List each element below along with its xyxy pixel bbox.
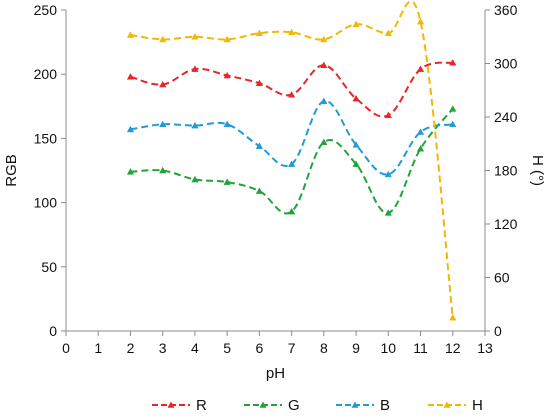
legend-item-h: H	[428, 397, 483, 414]
data-point-h	[384, 29, 392, 36]
data-point-r	[416, 65, 425, 72]
y-left-tick-label: 250	[34, 2, 58, 18]
data-point-g	[320, 138, 328, 146]
x-tick-label: 2	[127, 340, 135, 356]
data-point-b	[416, 128, 425, 135]
legend-swatch-marker	[167, 401, 175, 408]
y-right-tick-label: 60	[494, 270, 510, 286]
data-point-r	[159, 80, 167, 88]
data-point-r	[449, 58, 457, 66]
data-point-g	[191, 175, 199, 183]
series-layer	[126, 0, 457, 321]
data-point-b	[287, 160, 296, 167]
legend-swatch-marker	[259, 401, 267, 408]
x-tick-label: 4	[191, 340, 199, 356]
data-point-g	[126, 168, 135, 175]
legend-swatch-marker	[443, 401, 451, 408]
y-right-tick-label: 0	[494, 323, 502, 339]
data-point-h	[255, 29, 264, 36]
y-right-tick-label: 300	[494, 56, 518, 72]
data-point-g	[287, 207, 296, 215]
data-point-g	[223, 178, 231, 185]
x-tick-label: 5	[223, 340, 231, 356]
series-line-h	[130, 0, 454, 318]
y-left-tick-label: 0	[49, 323, 57, 339]
y-left-tick-label: 150	[34, 130, 58, 146]
legend-item-g: G	[244, 397, 300, 414]
x-tick-label: 8	[320, 340, 328, 356]
y-right-tick-label: 240	[494, 109, 518, 125]
x-tick-label: 0	[62, 340, 70, 356]
y-right-tick-label: 180	[494, 163, 518, 179]
x-tick-label: 12	[445, 340, 461, 356]
data-point-h	[223, 35, 231, 43]
x-tick-label: 9	[352, 340, 360, 356]
data-point-b	[159, 120, 167, 128]
data-point-r	[352, 94, 360, 102]
data-point-g	[384, 209, 392, 216]
data-point-h	[352, 20, 360, 28]
legend-swatch-marker	[351, 401, 359, 408]
data-point-g	[352, 160, 360, 167]
x-tick-label: 7	[288, 340, 296, 356]
data-point-r	[223, 71, 231, 79]
data-point-b	[449, 120, 457, 128]
data-point-b	[255, 142, 264, 149]
x-tick-label: 10	[381, 340, 397, 356]
series-r	[126, 58, 457, 119]
legend-label: H	[472, 397, 483, 414]
data-point-b	[126, 125, 135, 133]
data-point-b	[191, 121, 199, 129]
data-point-r	[126, 73, 135, 80]
y-axis-right-title: H (°)	[529, 155, 546, 186]
y-right-tick-label: 120	[494, 216, 518, 232]
data-point-g	[416, 144, 425, 152]
data-point-g	[159, 166, 167, 174]
x-tick-label: 3	[159, 340, 167, 356]
series-line-r	[130, 61, 453, 118]
data-point-h	[449, 313, 457, 321]
y-left-tick-label: 100	[34, 195, 58, 211]
y-right-tick-label: 360	[494, 2, 518, 18]
series-b	[126, 97, 457, 178]
x-tick-label: 1	[94, 340, 102, 356]
data-point-g	[449, 105, 457, 112]
y-left-tick-label: 50	[41, 259, 57, 275]
legend-item-r: R	[152, 397, 207, 414]
legend-label: R	[196, 397, 207, 414]
x-tick-label: 6	[255, 340, 263, 356]
data-point-g	[255, 187, 264, 194]
data-point-r	[191, 65, 199, 72]
data-point-b	[223, 120, 231, 128]
y-left-tick-label: 200	[34, 66, 58, 82]
legend-label: G	[288, 397, 300, 414]
legend-label: B	[380, 397, 390, 414]
series-g	[126, 105, 457, 216]
series-line-g	[130, 108, 454, 215]
data-point-b	[352, 141, 360, 148]
data-point-h	[126, 31, 135, 38]
x-tick-label: 11	[413, 340, 428, 356]
axes-layer: 0 1 2 3 4 5 6 7 8 9 10 11 12 130501001502002500601201…	[3, 2, 546, 382]
data-point-b	[320, 97, 328, 104]
legend-item-b: B	[336, 397, 390, 414]
x-axis-title: pH	[266, 365, 285, 382]
series-h	[126, 0, 457, 321]
data-point-r	[287, 91, 296, 98]
data-point-r	[384, 111, 392, 119]
data-point-r	[255, 79, 264, 86]
data-point-h	[191, 33, 199, 40]
data-point-r	[320, 61, 328, 69]
data-point-h	[416, 17, 425, 25]
data-point-b	[384, 170, 392, 178]
data-point-h	[287, 28, 296, 36]
data-point-h	[320, 35, 328, 43]
x-tick-label: 13	[477, 340, 493, 356]
data-point-h	[159, 35, 167, 43]
y-axis-left-title: RGB	[3, 154, 20, 187]
